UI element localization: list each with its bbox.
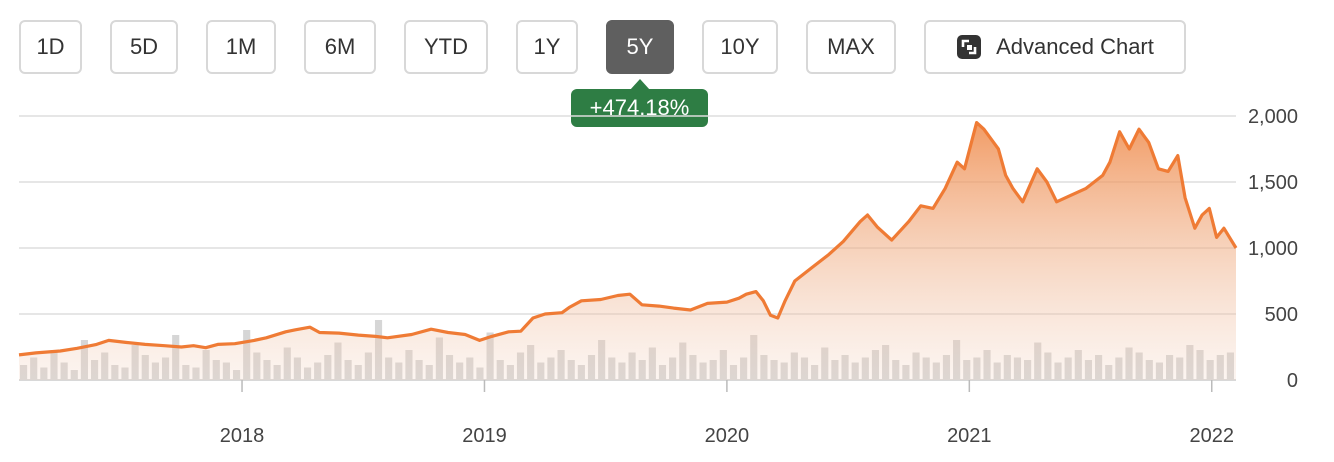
x-tick-label: 2020 xyxy=(705,425,750,447)
y-tick-label: 500 xyxy=(1265,304,1298,326)
range-button-5d[interactable]: 5D xyxy=(110,20,178,74)
price-line xyxy=(18,121,1238,357)
x-tick-label: 2018 xyxy=(220,425,265,447)
y-tick-label: 1,000 xyxy=(1248,238,1298,260)
range-button-6m[interactable]: 6M xyxy=(304,20,376,74)
advanced-chart-label: Advanced Chart xyxy=(996,34,1154,59)
y-tick-label: 0 xyxy=(1287,370,1298,392)
y-axis-labels: 0 500 1,000 1,500 2,000 xyxy=(1248,106,1298,392)
advanced-chart-button[interactable]: Advanced Chart xyxy=(924,20,1186,74)
x-tick-label: 2021 xyxy=(947,425,992,447)
x-tick-label: 2022 xyxy=(1190,425,1235,447)
range-button-1d[interactable]: 1D xyxy=(19,20,82,74)
range-selector: 1D 5D 1M 6M YTD 1Y 5Y 10Y MAX Advanced C… xyxy=(0,0,1334,80)
range-button-10y[interactable]: 10Y xyxy=(702,20,778,74)
range-button-1m[interactable]: 1M xyxy=(206,20,276,74)
y-tick-label: 2,000 xyxy=(1248,106,1298,128)
y-tick-label: 1,500 xyxy=(1248,172,1298,194)
range-button-1y[interactable]: 1Y xyxy=(516,20,578,74)
price-area xyxy=(19,122,1236,380)
change-badge-pointer xyxy=(630,79,650,90)
expand-chart-icon xyxy=(957,35,982,59)
range-button-max[interactable]: MAX xyxy=(806,20,896,74)
range-button-5y[interactable]: 5Y xyxy=(606,20,674,74)
range-button-ytd[interactable]: YTD xyxy=(404,20,488,74)
x-tick-label: 2019 xyxy=(462,425,507,447)
x-axis-labels: 2018 2019 2020 2021 2022 xyxy=(220,380,1234,447)
